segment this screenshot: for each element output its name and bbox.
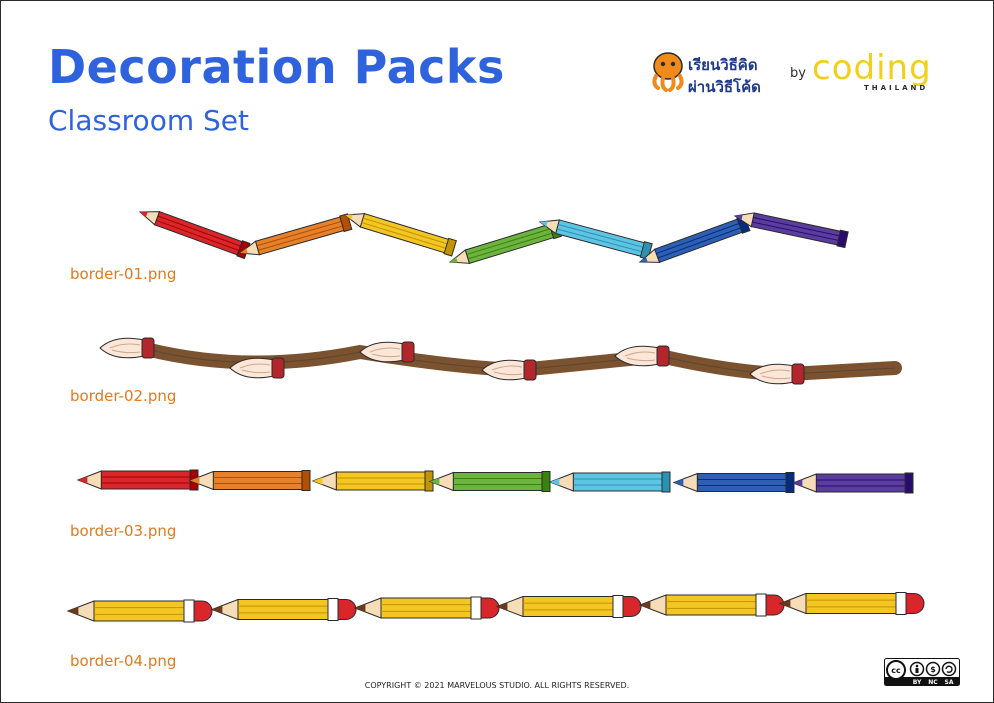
copyright-notice: COPYRIGHT © 2021 MARVELOUS STUDIO. ALL R… <box>364 681 630 690</box>
page-title: Decoration Packs <box>48 40 505 94</box>
pencil-icon <box>638 593 785 617</box>
paintbrush-icon <box>229 357 285 379</box>
paintbrush-icon <box>749 363 805 385</box>
cc-by-text: BY <box>913 679 922 686</box>
pencil-icon <box>638 214 751 263</box>
logo-brand-sub: THAILAND <box>864 84 929 92</box>
pencil-icon <box>448 220 562 264</box>
border-02-image <box>99 337 902 385</box>
octopus-mascot-icon <box>652 52 684 92</box>
brand-logo: เรียนวิธีคิด ผ่านวิธีโค้ด by coding THAI… <box>650 48 950 98</box>
border-03-image <box>76 469 914 494</box>
sa-icon <box>941 661 957 677</box>
border-04-label: border-04.png <box>70 652 177 670</box>
pencil-icon <box>672 472 795 493</box>
pencil-icon <box>791 472 914 494</box>
cc-nc-text: NC <box>928 679 938 686</box>
svg-text:cc: cc <box>891 666 901 675</box>
pencil-icon <box>66 599 213 623</box>
border-01-image <box>138 211 849 264</box>
border-01-label: border-01.png <box>70 265 177 283</box>
page-subtitle: Classroom Set <box>48 104 249 137</box>
border-03-label: border-03.png <box>70 522 177 540</box>
pencil-icon <box>138 211 251 260</box>
pencil-icon <box>76 469 199 491</box>
pencil-icon <box>238 213 353 256</box>
logo-by: by <box>790 66 806 81</box>
logo-thai-line-1: เรียนวิธีคิด <box>688 56 758 74</box>
creative-commons-badge: cc $ BY NC SA <box>884 658 960 686</box>
border-04-image <box>66 592 925 623</box>
logo-thai-line-2: ผ่านวิธีโค้ด <box>688 78 761 96</box>
paintbrush-icon <box>99 337 155 359</box>
nc-icon <box>925 661 941 677</box>
pencil-icon <box>188 470 311 491</box>
pencil-icon <box>778 592 925 615</box>
paintbrush-icon <box>614 345 670 367</box>
cc-sa-text: SA <box>945 679 954 686</box>
pencil-icon <box>343 213 457 257</box>
svg-text:$: $ <box>930 665 936 674</box>
pencil-icon <box>495 595 642 618</box>
cc-icon <box>886 660 906 680</box>
pencil-icon <box>353 596 500 620</box>
border-02-label: border-02.png <box>70 387 177 405</box>
pencil-icon <box>210 598 357 621</box>
pencil-icon <box>733 212 849 249</box>
pencil-icon <box>428 471 551 492</box>
logo-brand: coding <box>812 48 932 88</box>
pencil-icon <box>311 470 434 492</box>
paintbrush-icon <box>359 341 415 363</box>
paintbrush-icon <box>481 359 537 381</box>
pencil-icon <box>548 471 671 493</box>
